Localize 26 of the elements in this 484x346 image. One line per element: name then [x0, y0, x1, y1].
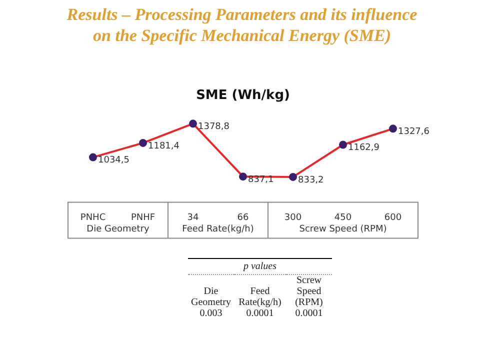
- x-tick-label: 600: [384, 212, 402, 223]
- x-tick-label: 450: [334, 212, 352, 223]
- text: 0.0001: [245, 308, 275, 319]
- data-label: 837,1: [248, 174, 274, 185]
- data-label: 833,2: [298, 175, 324, 186]
- data-label: 1181,4: [148, 141, 180, 152]
- data-label: 1327,6: [398, 127, 430, 138]
- text: 0.003: [198, 308, 224, 319]
- text: p values: [188, 258, 332, 274]
- x-tick-label: 66: [237, 212, 249, 223]
- text: Screw Speed (RPM): [294, 274, 324, 308]
- x-tick-label: 34: [187, 212, 199, 223]
- x-tick-label: 300: [284, 212, 302, 223]
- text: Feed Rate(kg/h): [238, 285, 282, 308]
- text: 0.0001: [294, 308, 324, 319]
- data-label: 1034,5: [98, 156, 130, 166]
- x-tick-label: PNHC: [80, 212, 106, 223]
- chart-title: Results – Processing Parameters and its influence on the Specific Mechanical Energy (SME): [66, 4, 418, 46]
- text: Screw Speed (RPM): [299, 224, 387, 235]
- chart-subtitle: SME (Wh/kg): [196, 88, 290, 104]
- text: Die Geometry: [190, 285, 232, 308]
- x-tick-label: PNHF: [130, 212, 156, 223]
- text: Feed Rate(kg/h): [182, 224, 254, 235]
- data-label: 1378,8: [198, 122, 230, 132]
- data-label: 1162,9: [348, 143, 380, 154]
- text: Die Geometry: [86, 224, 150, 235]
